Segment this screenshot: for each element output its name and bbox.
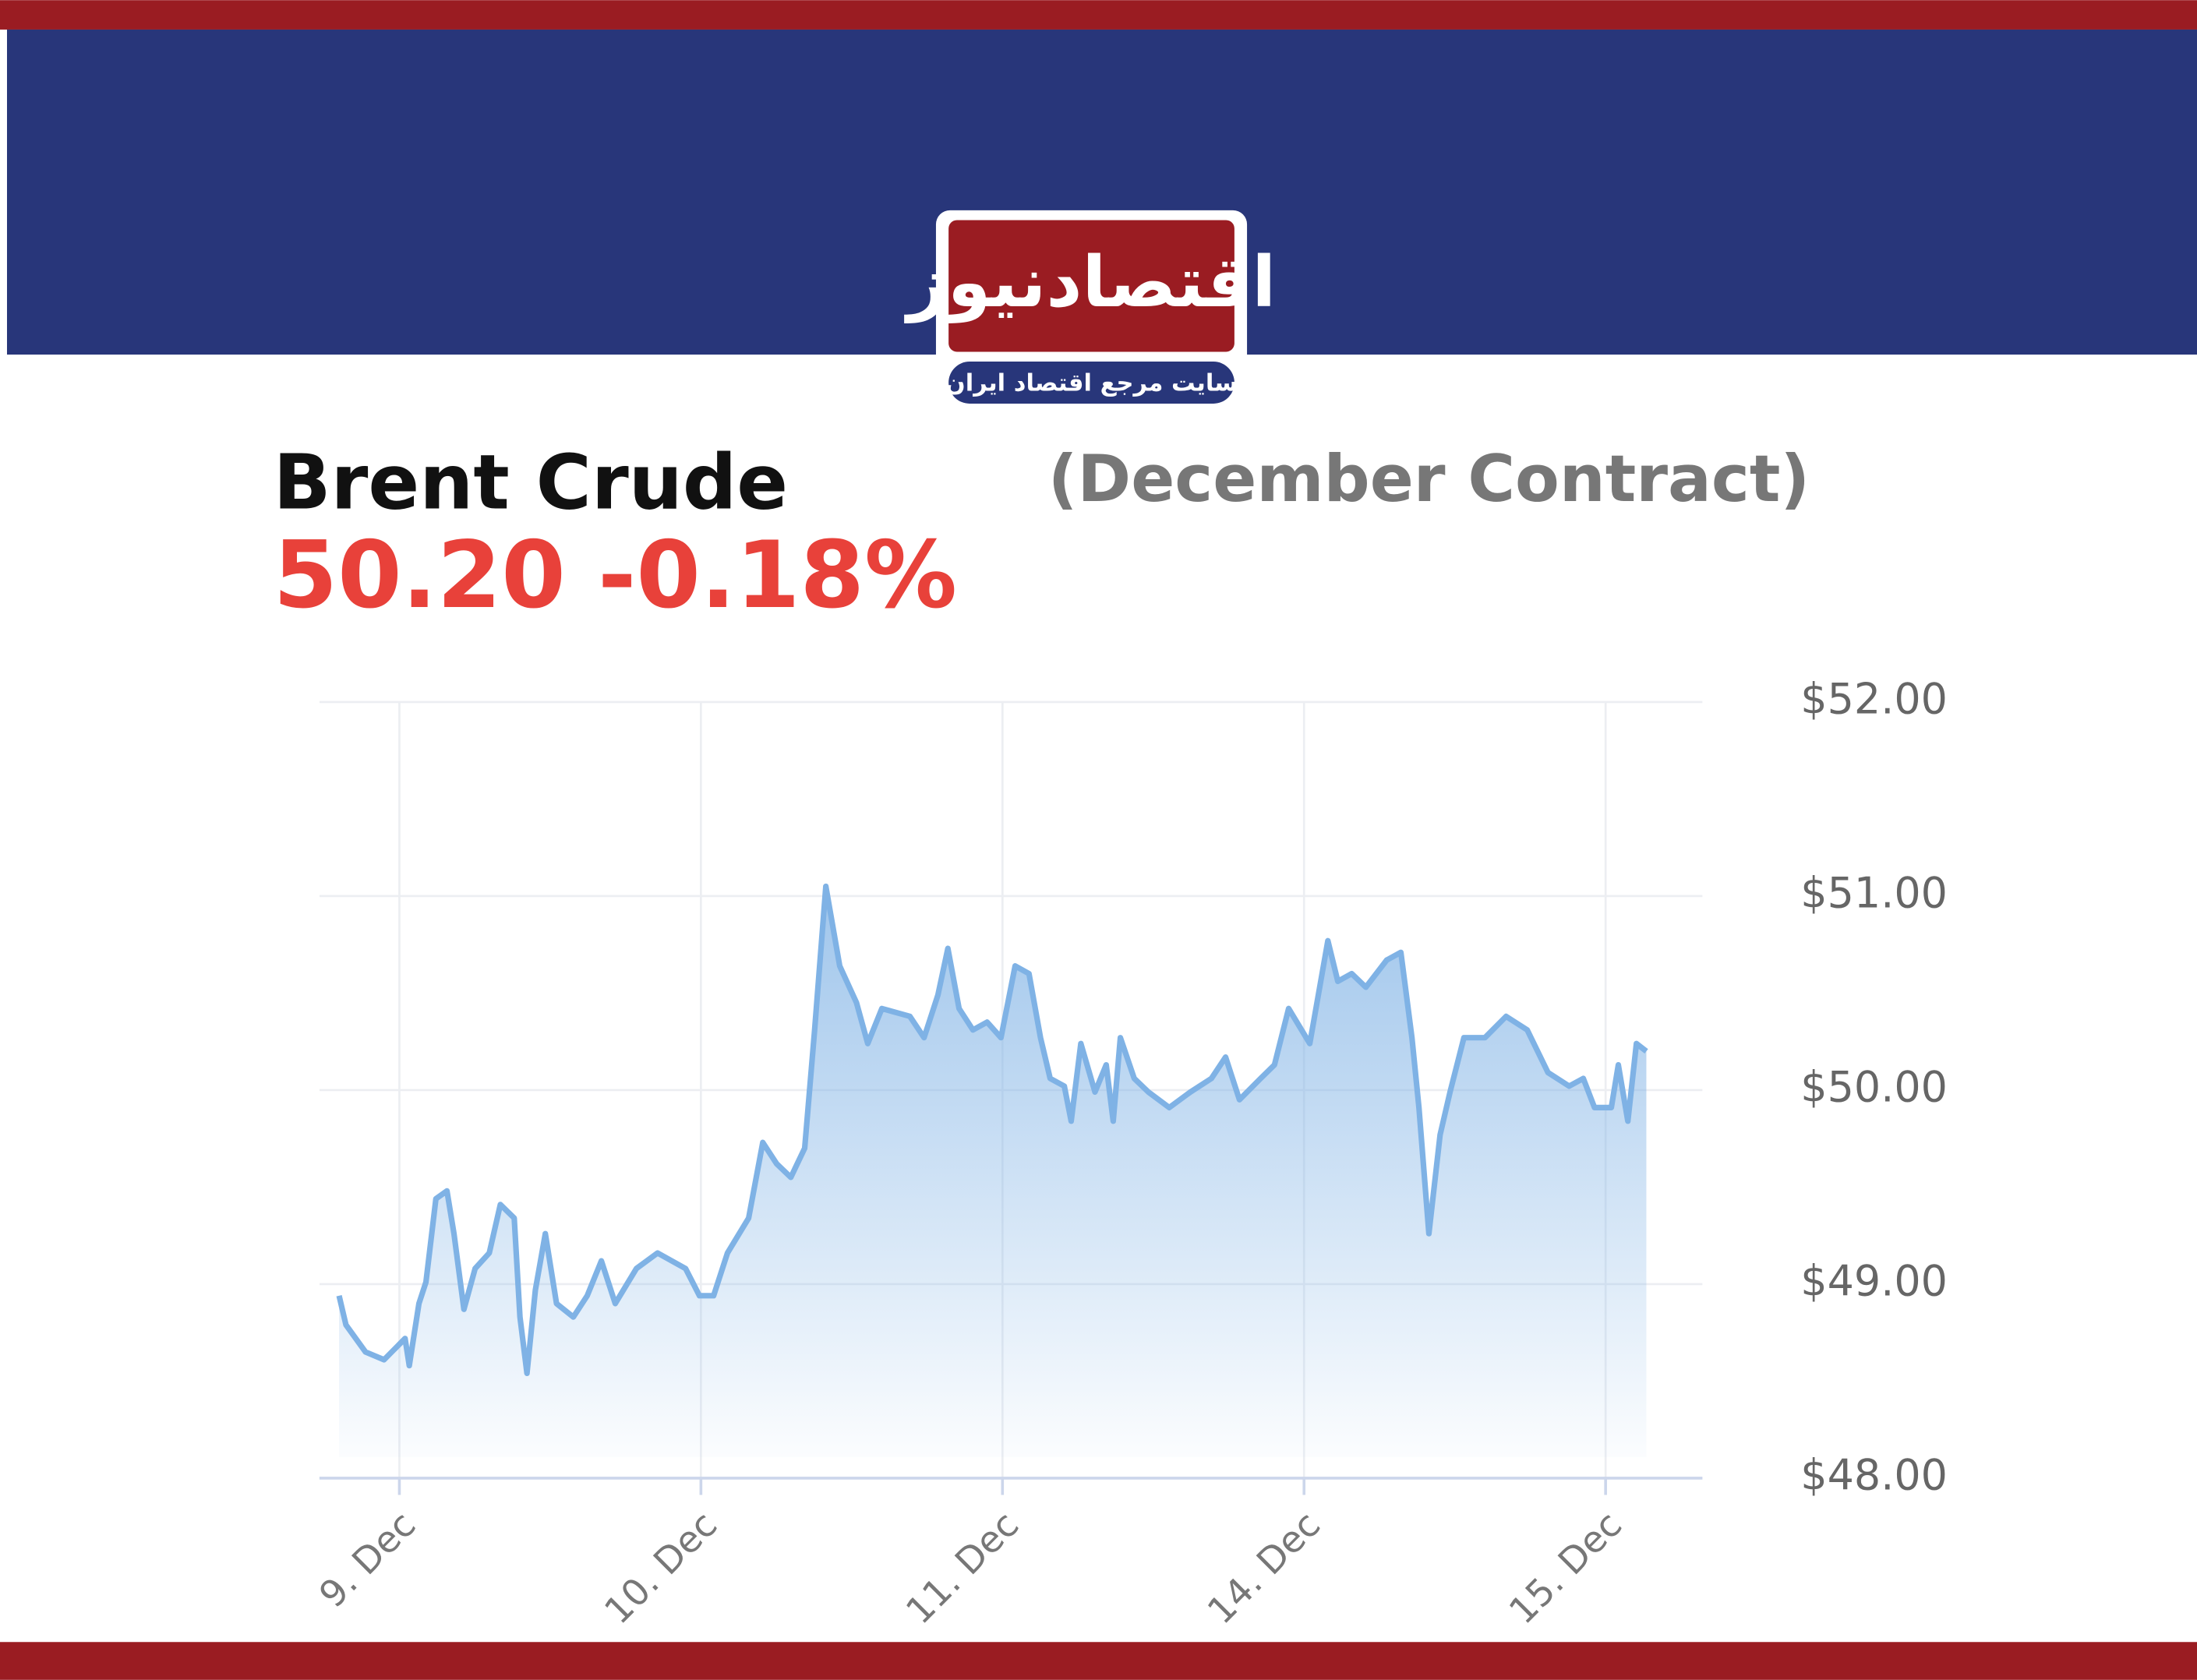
area-fill bbox=[339, 886, 1647, 1457]
price-line bbox=[336, 883, 1648, 1377]
y-tick-label: $49.00 bbox=[1800, 1257, 1948, 1306]
x-tick-label: 10. Dec bbox=[597, 1504, 726, 1632]
y-tick-label: $52.00 bbox=[1800, 675, 1948, 724]
x-tick-label: 9. Dec bbox=[312, 1504, 424, 1616]
chart-title: Brent Crude bbox=[274, 439, 789, 527]
y-tick-label: $48.00 bbox=[1800, 1451, 1948, 1500]
chart-subtitle: (December Contract) bbox=[1048, 441, 1810, 517]
y-tick-label: $51.00 bbox=[1800, 869, 1948, 918]
y-tick-label: $50.00 bbox=[1800, 1063, 1948, 1112]
top-bar bbox=[0, 0, 2197, 30]
logo-text: اقتصادنیوز bbox=[904, 242, 1276, 323]
logo-panel bbox=[948, 220, 1234, 352]
bottom-bar bbox=[0, 1642, 2197, 1680]
tagline: سایت مرجع اقتصاد ایران bbox=[945, 369, 1238, 397]
tagline-pill bbox=[948, 362, 1234, 404]
x-tick-label: 15. Dec bbox=[1502, 1504, 1630, 1632]
x-tick-label: 14. Dec bbox=[1200, 1504, 1329, 1632]
headline-price: 50.20 -0.18% bbox=[274, 521, 957, 629]
x-tick-label: 11. Dec bbox=[899, 1504, 1027, 1632]
